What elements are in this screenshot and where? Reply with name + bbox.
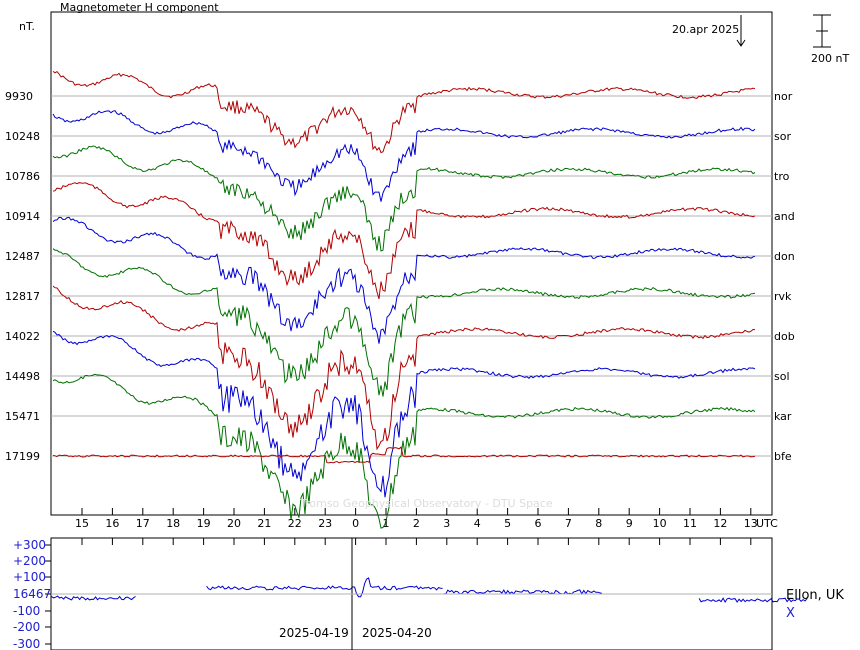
station-dob: dob (774, 330, 795, 343)
baseline-value-sor: 10248 (5, 130, 40, 143)
trace-don (52, 216, 756, 344)
date-left-label: 2025-04-19 (279, 626, 349, 640)
station-name: Ellon, UK (786, 588, 844, 603)
x-tick-label: 21 (257, 517, 271, 530)
baseline-value-don: 12487 (5, 250, 40, 263)
inset-y-tick-label: -300 (13, 637, 40, 650)
baseline-value-tro: 10786 (5, 170, 40, 183)
unit-label: nT. (19, 20, 35, 33)
station-don: don (774, 250, 795, 263)
trace-bfe (52, 446, 756, 464)
inset-y-tick-label: +300 (13, 538, 46, 552)
trace-and (52, 182, 756, 300)
trace-tro (52, 145, 756, 252)
inset-y-tick-label: +100 (13, 570, 46, 584)
x-tick-label: 2 (413, 517, 420, 530)
baseline-value-nor: 9930 (5, 90, 33, 103)
x-tick-label: 23 (318, 517, 332, 530)
trace-nor (52, 70, 756, 154)
station-rvk: rvk (774, 290, 792, 303)
date-right-label: 2025-04-20 (362, 626, 432, 640)
chart-title: Magnetometer H component (60, 1, 219, 14)
trace-rvk (52, 248, 756, 397)
scale-bar-label: 200 nT (811, 52, 849, 65)
station-kar: kar (774, 410, 792, 423)
inset-y-tick-label: -100 (13, 604, 40, 618)
inset-y-tick-label: -200 (13, 620, 40, 634)
x-tick-label: 4 (474, 517, 481, 530)
x-tick-label: 3 (443, 517, 450, 530)
x-tick-label: 20 (227, 517, 241, 530)
x-tick-label: 15 (75, 517, 89, 530)
baseline-value-bfe: 17199 (5, 450, 40, 463)
date-marker: 20.apr 2025 (672, 23, 739, 36)
station-and: and (774, 210, 795, 223)
inset-y-tick-label: 16467 (13, 587, 51, 601)
date-marker-arrow-icon (736, 15, 746, 47)
x-tick-label: 18 (166, 517, 180, 530)
x-tick-label: 10 (653, 517, 667, 530)
baseline-value-and: 10914 (5, 210, 40, 223)
x-tick-label: 22 (288, 517, 302, 530)
x-tick-label: 19 (197, 517, 211, 530)
scale-bar-icon (813, 14, 831, 48)
station-sor: sor (774, 130, 791, 143)
station-tro: tro (774, 170, 790, 183)
x-tick-label: 8 (595, 517, 602, 530)
station-bfe: bfe (774, 450, 792, 463)
trace-sor (52, 110, 756, 202)
trace-kar (52, 373, 756, 529)
component-label: X (786, 606, 795, 621)
x-tick-label: 5 (504, 517, 511, 530)
x-tick-label: 1 (383, 517, 390, 530)
x-axis-unit: UTC (756, 517, 778, 530)
x-tick-label: 13 (744, 517, 758, 530)
x-tick-label: 17 (136, 517, 150, 530)
x-tick-label: 7 (565, 517, 572, 530)
x-tick-label: 11 (683, 517, 697, 530)
inset-trace (206, 577, 443, 598)
watermark: Tromso Geophysical Observatory - DTU Spa… (299, 497, 553, 510)
trace-dob (52, 285, 756, 451)
inset-trace (443, 589, 602, 595)
x-tick-label: 16 (105, 517, 119, 530)
station-nor: nor (774, 90, 793, 103)
x-tick-label: 9 (626, 517, 633, 530)
inset-y-tick-label: +200 (13, 554, 46, 568)
baseline-value-dob: 14022 (5, 330, 40, 343)
baseline-value-sol: 14498 (5, 370, 40, 383)
x-tick-label: 6 (535, 517, 542, 530)
inset-trace (51, 595, 136, 601)
station-sol: sol (774, 370, 790, 383)
x-tick-label: 0 (352, 517, 359, 530)
inset-trace (698, 597, 808, 603)
main-plot-frame (50, 11, 773, 516)
baseline-value-kar: 15471 (5, 410, 40, 423)
x-tick-label: 12 (713, 517, 727, 530)
baseline-value-rvk: 12817 (5, 290, 40, 303)
trace-sol (52, 330, 756, 498)
